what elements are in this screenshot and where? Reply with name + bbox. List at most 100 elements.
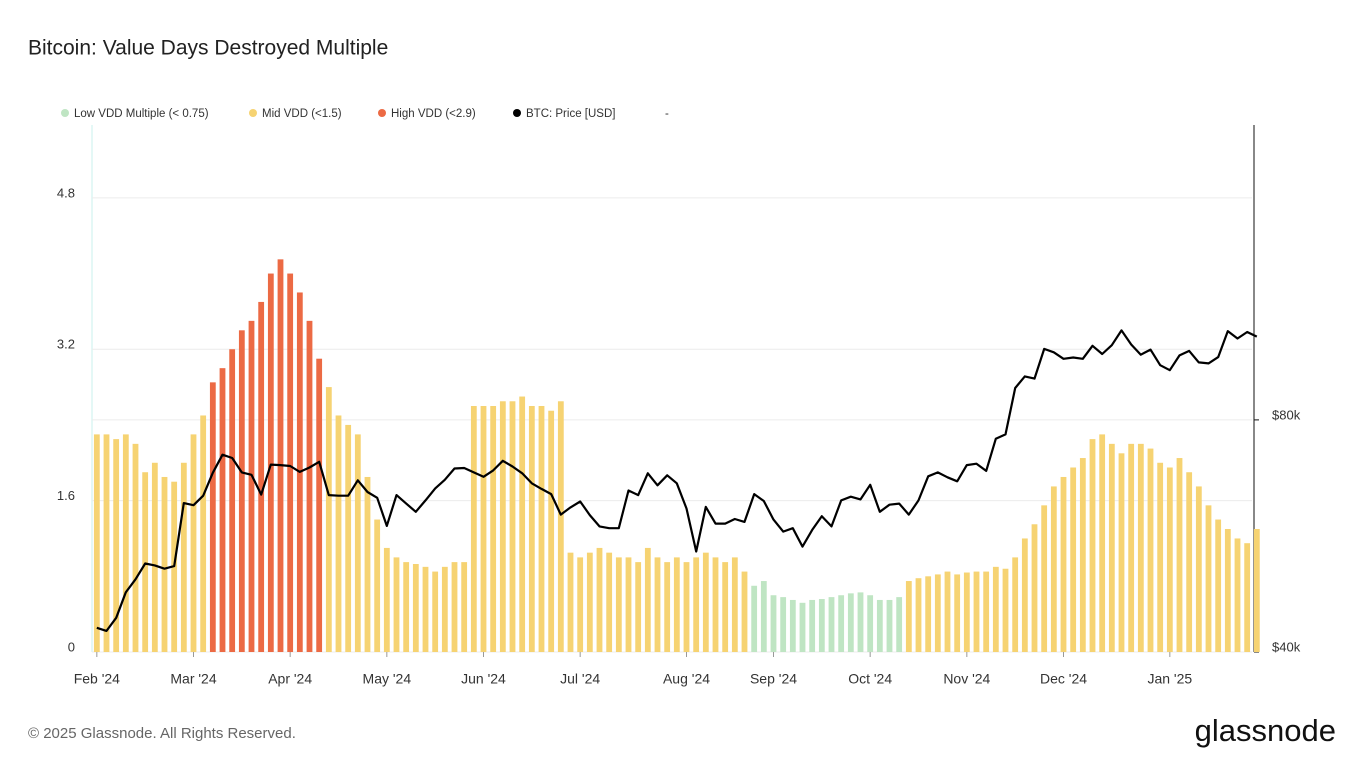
price-line <box>96 329 1258 632</box>
bar <box>1244 543 1251 652</box>
bar <box>741 571 748 652</box>
bar <box>944 571 951 652</box>
y-tick-label: 4.8 <box>57 185 75 200</box>
bar <box>654 557 661 652</box>
bar <box>509 401 516 652</box>
bar <box>857 592 864 652</box>
bar <box>151 462 158 652</box>
bar <box>760 581 767 652</box>
bar <box>209 382 216 652</box>
bar <box>992 566 999 652</box>
bar <box>490 406 497 652</box>
bar <box>712 557 719 652</box>
bar <box>557 401 564 652</box>
bar <box>1137 443 1144 652</box>
bar <box>905 581 912 652</box>
bar <box>364 476 371 652</box>
bar <box>1128 443 1135 652</box>
bar <box>1041 505 1048 652</box>
legend-marker <box>513 109 521 117</box>
bar <box>519 396 526 652</box>
bar <box>934 574 941 652</box>
bar <box>316 358 323 652</box>
bar <box>345 424 352 652</box>
bar <box>161 476 168 652</box>
bar <box>248 320 255 652</box>
y2-tick-label: $80k <box>1272 407 1301 422</box>
x-tick-label: Feb '24 <box>74 671 120 687</box>
bar <box>1234 538 1241 652</box>
y-tick-label: 1.6 <box>57 488 75 503</box>
bar <box>876 599 883 652</box>
x-tick-label: Nov '24 <box>943 671 990 687</box>
bar <box>132 443 139 652</box>
x-tick-label: Oct '24 <box>848 671 892 687</box>
bar <box>113 439 120 652</box>
bar <box>238 330 245 652</box>
bar <box>644 547 651 652</box>
bar <box>1108 443 1115 652</box>
bar <box>722 562 729 652</box>
bar <box>1253 529 1260 652</box>
bar <box>867 595 874 652</box>
bar <box>586 552 593 652</box>
bar <box>673 557 680 652</box>
bar <box>1224 529 1231 652</box>
bar <box>1166 467 1173 652</box>
y2-tick-label: $40k <box>1272 639 1301 654</box>
bar <box>1157 462 1164 652</box>
bar <box>693 557 700 652</box>
bar <box>973 571 980 652</box>
bar <box>615 557 622 652</box>
bar <box>925 576 932 652</box>
x-tick-label: Sep '24 <box>750 671 797 687</box>
bar <box>606 552 613 652</box>
bar <box>1099 434 1106 652</box>
bar <box>451 562 458 652</box>
bar <box>258 301 265 652</box>
bar <box>403 562 410 652</box>
bar <box>770 595 777 652</box>
bar <box>1002 568 1009 652</box>
y-tick-label: 0 <box>68 639 75 654</box>
bar <box>577 557 584 652</box>
bar <box>287 273 294 652</box>
bar <box>461 562 468 652</box>
copyright: © 2025 Glassnode. All Rights Reserved. <box>28 725 296 742</box>
bar <box>780 597 787 652</box>
bar <box>818 599 825 652</box>
bar <box>1031 524 1038 652</box>
bar <box>1050 486 1057 652</box>
bar <box>470 406 477 652</box>
bar <box>886 599 893 652</box>
bar <box>393 557 400 652</box>
x-tick-label: Jul '24 <box>560 671 600 687</box>
bar <box>799 602 806 652</box>
bar <box>306 320 313 652</box>
bar <box>277 259 284 652</box>
bar <box>354 434 361 652</box>
bar <box>1021 538 1028 652</box>
legend-label: BTC: Price [USD] <box>526 108 615 120</box>
bar <box>422 566 429 652</box>
x-tick-label: May '24 <box>363 671 412 687</box>
bar <box>200 415 207 652</box>
bar <box>267 273 274 652</box>
legend-label: High VDD (<2.9) <box>391 108 476 120</box>
legend-label: Low VDD Multiple (< 0.75) <box>74 108 209 120</box>
bar <box>383 547 390 652</box>
bar <box>915 578 922 652</box>
bar <box>1176 458 1183 652</box>
legend-marker <box>249 109 257 117</box>
bar <box>1089 439 1096 652</box>
bar <box>432 571 439 652</box>
bar <box>1079 458 1086 652</box>
bar <box>190 434 197 652</box>
bar <box>219 368 226 652</box>
bar <box>480 406 487 652</box>
bar <box>1195 486 1202 652</box>
bar <box>664 562 671 652</box>
x-tick-label: Dec '24 <box>1040 671 1087 687</box>
bar <box>1070 467 1077 652</box>
bar <box>528 406 535 652</box>
